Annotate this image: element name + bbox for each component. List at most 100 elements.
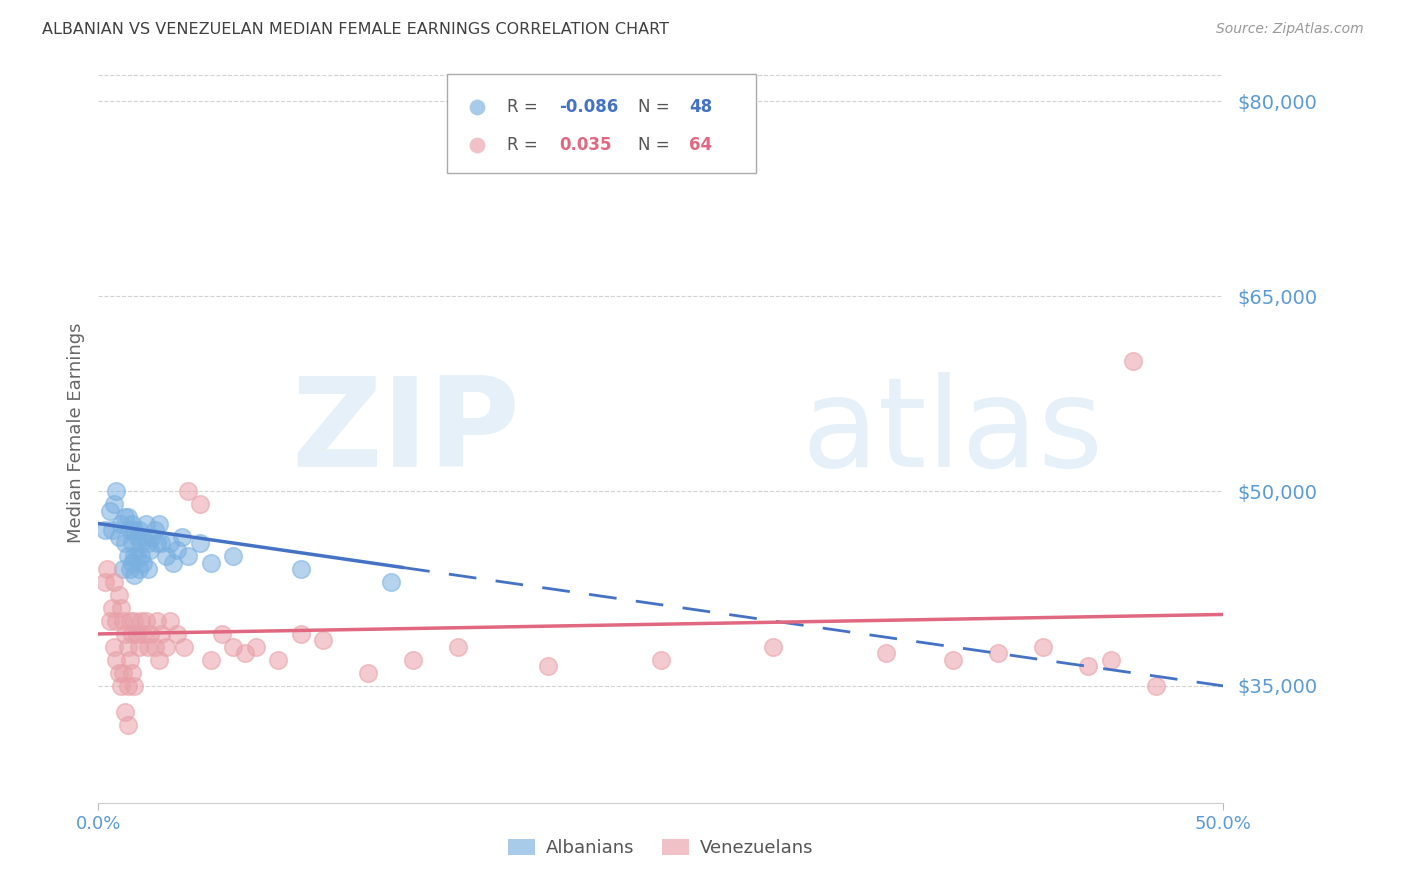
Text: N =: N =: [638, 136, 675, 154]
Point: [98, 503, 121, 517]
Point: [110, 516, 132, 531]
Point: [129, 549, 152, 563]
Y-axis label: Median Female Earnings: Median Female Earnings: [66, 322, 84, 543]
Point: [380, 574, 402, 589]
Point: [125, 549, 148, 563]
Point: [1122, 354, 1144, 368]
Point: [124, 568, 146, 582]
Point: [136, 562, 159, 576]
Point: [136, 640, 159, 654]
Point: [114, 510, 136, 524]
Point: [132, 556, 155, 570]
Point: [267, 653, 290, 667]
Text: 64: 64: [689, 136, 711, 154]
Point: [141, 529, 163, 543]
Point: [402, 653, 425, 667]
Point: [114, 627, 136, 641]
Point: [233, 647, 256, 661]
Point: [1144, 679, 1167, 693]
Point: [875, 647, 897, 661]
Point: [118, 562, 141, 576]
Point: [114, 536, 136, 550]
Legend: Albanians, Venezuelans: Albanians, Venezuelans: [501, 831, 821, 864]
Point: [103, 640, 125, 654]
Point: [110, 601, 132, 615]
Point: [118, 614, 141, 628]
Point: [117, 679, 139, 693]
Point: [128, 640, 150, 654]
Text: 48: 48: [689, 98, 711, 116]
Point: [942, 653, 965, 667]
Point: [125, 529, 148, 543]
Point: [166, 627, 188, 641]
Point: [107, 665, 129, 680]
Point: [124, 549, 146, 563]
Point: [1032, 640, 1054, 654]
Point: [357, 665, 380, 680]
Point: [150, 627, 173, 641]
Point: [148, 516, 170, 531]
Text: ALBANIAN VS VENEZUELAN MEDIAN FEMALE EARNINGS CORRELATION CHART: ALBANIAN VS VENEZUELAN MEDIAN FEMALE EAR…: [42, 22, 669, 37]
Point: [105, 484, 128, 499]
Point: [987, 647, 1010, 661]
Point: [118, 523, 141, 537]
Point: [124, 614, 146, 628]
Point: [103, 574, 125, 589]
Point: [128, 523, 150, 537]
Text: -0.086: -0.086: [560, 98, 619, 116]
Text: atlas: atlas: [801, 372, 1104, 493]
Point: [129, 614, 152, 628]
Point: [101, 523, 124, 537]
Point: [188, 536, 211, 550]
Point: [1099, 653, 1122, 667]
Text: R =: R =: [506, 136, 548, 154]
Point: [143, 523, 166, 537]
Point: [762, 640, 785, 654]
Point: [173, 640, 195, 654]
Point: [170, 529, 193, 543]
Point: [177, 484, 200, 499]
Point: [103, 497, 125, 511]
Point: [146, 536, 169, 550]
Point: [132, 627, 155, 641]
Point: [159, 614, 181, 628]
Point: [222, 640, 245, 654]
Point: [117, 640, 139, 654]
Point: [112, 614, 135, 628]
Point: [125, 627, 148, 641]
Point: [222, 549, 245, 563]
Point: [124, 679, 146, 693]
Text: Source: ZipAtlas.com: Source: ZipAtlas.com: [1216, 22, 1364, 37]
Point: [94, 523, 117, 537]
Point: [211, 627, 233, 641]
Point: [107, 529, 129, 543]
Point: [132, 529, 155, 543]
Point: [117, 510, 139, 524]
Point: [112, 665, 135, 680]
FancyBboxPatch shape: [447, 73, 756, 173]
Point: [117, 549, 139, 563]
Point: [114, 705, 136, 719]
Point: [94, 574, 117, 589]
Point: [146, 614, 169, 628]
Point: [98, 614, 121, 628]
Point: [107, 588, 129, 602]
Point: [121, 516, 143, 531]
Point: [143, 640, 166, 654]
Point: [447, 640, 470, 654]
Point: [105, 614, 128, 628]
Point: [155, 549, 177, 563]
Text: N =: N =: [638, 98, 675, 116]
Point: [129, 536, 152, 550]
Text: R =: R =: [506, 98, 543, 116]
Point: [101, 601, 124, 615]
Point: [121, 556, 143, 570]
Point: [162, 556, 184, 570]
Point: [177, 549, 200, 563]
Point: [110, 679, 132, 693]
Point: [245, 640, 267, 654]
Point: [139, 542, 162, 557]
Point: [118, 653, 141, 667]
Point: [312, 633, 335, 648]
Point: [121, 536, 143, 550]
